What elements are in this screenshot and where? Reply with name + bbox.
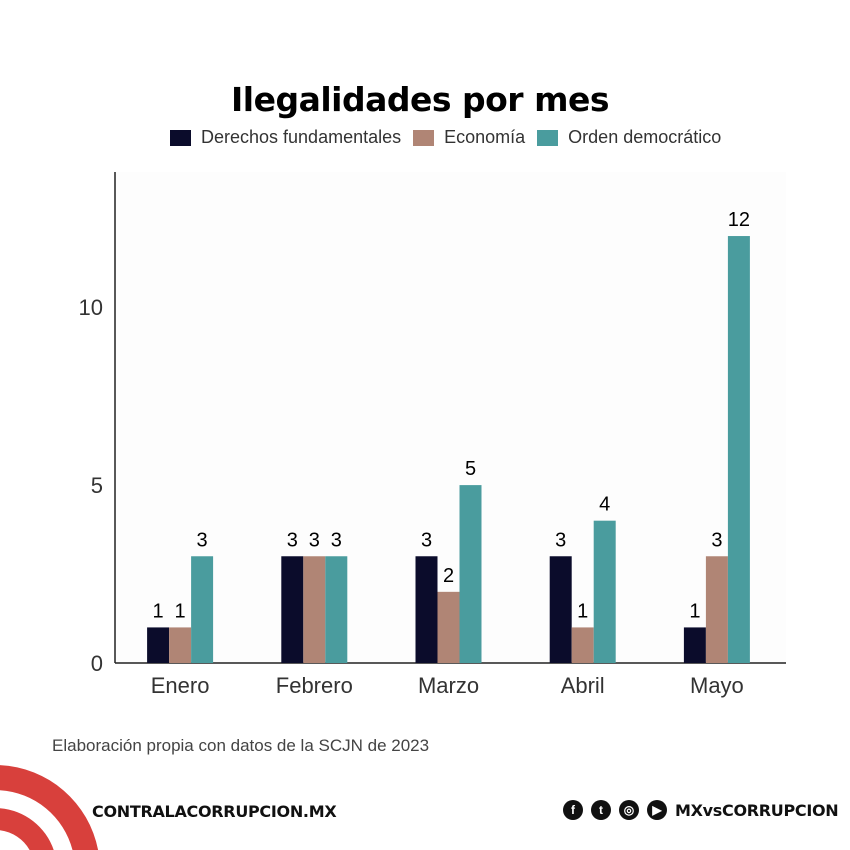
data-label: 3 xyxy=(555,529,566,551)
website-link[interactable]: CONTRALACORRUPCION.MX xyxy=(92,802,337,821)
bar xyxy=(415,556,438,663)
legend-label: Orden democrático xyxy=(568,127,722,147)
y-tick-label: 10 xyxy=(79,295,103,320)
data-label: 4 xyxy=(599,494,610,516)
x-tick-label: Marzo xyxy=(418,673,479,698)
data-label: 1 xyxy=(689,600,700,622)
bar xyxy=(325,556,348,663)
legend-item: Economía xyxy=(413,127,525,148)
bar xyxy=(727,236,750,664)
data-label: 5 xyxy=(465,458,476,480)
legend-item: Orden democrático xyxy=(537,127,721,148)
data-label: 2 xyxy=(443,565,454,587)
legend-swatch xyxy=(413,129,435,146)
bar xyxy=(169,627,192,663)
youtube-icon[interactable]: ▶ xyxy=(647,800,667,820)
data-label: 3 xyxy=(421,529,432,551)
bar xyxy=(571,627,594,663)
data-label: 1 xyxy=(175,600,186,622)
instagram-icon[interactable]: ◎ xyxy=(619,800,639,820)
bar xyxy=(705,556,728,663)
bar xyxy=(683,627,706,663)
data-label: 3 xyxy=(711,529,722,551)
legend-item: Derechos fundamentales xyxy=(170,127,401,148)
x-tick-label: Mayo xyxy=(690,673,744,698)
data-label: 3 xyxy=(309,529,320,551)
chart-title: Ilegalidades por mes xyxy=(231,80,609,119)
data-label: 3 xyxy=(197,529,208,551)
legend: Derechos fundamentales Economía Orden de… xyxy=(170,127,721,148)
social-links: f t ◎ ▶ MXvsCORRUPCION xyxy=(563,800,839,820)
y-tick-label: 5 xyxy=(91,473,103,498)
twitter-icon[interactable]: t xyxy=(591,800,611,820)
bar xyxy=(593,520,616,663)
bar xyxy=(437,591,460,663)
plot-area xyxy=(115,172,786,663)
bar xyxy=(459,485,482,663)
bar xyxy=(191,556,214,663)
bar xyxy=(281,556,304,663)
legend-swatch xyxy=(170,129,191,146)
data-label: 1 xyxy=(153,600,164,622)
brand-logo xyxy=(0,765,99,850)
data-label: 3 xyxy=(287,529,298,551)
social-handle[interactable]: MXvsCORRUPCION xyxy=(675,800,839,820)
source-note: Elaboración propia con datos de la SCJN … xyxy=(52,736,430,755)
data-label: 1 xyxy=(577,600,588,622)
x-tick-label: Febrero xyxy=(276,673,353,698)
data-label: 3 xyxy=(331,529,342,551)
legend-label: Economía xyxy=(444,127,526,147)
y-tick-label: 0 xyxy=(91,651,103,676)
facebook-icon[interactable]: f xyxy=(563,800,583,820)
bar xyxy=(549,556,572,663)
x-tick-label: Enero xyxy=(151,673,210,698)
x-tick-label: Abril xyxy=(561,673,605,698)
legend-swatch xyxy=(537,129,559,146)
data-label: 12 xyxy=(728,209,750,231)
bar xyxy=(303,556,326,663)
legend-label: Derechos fundamentales xyxy=(201,127,402,147)
bar xyxy=(147,627,170,663)
